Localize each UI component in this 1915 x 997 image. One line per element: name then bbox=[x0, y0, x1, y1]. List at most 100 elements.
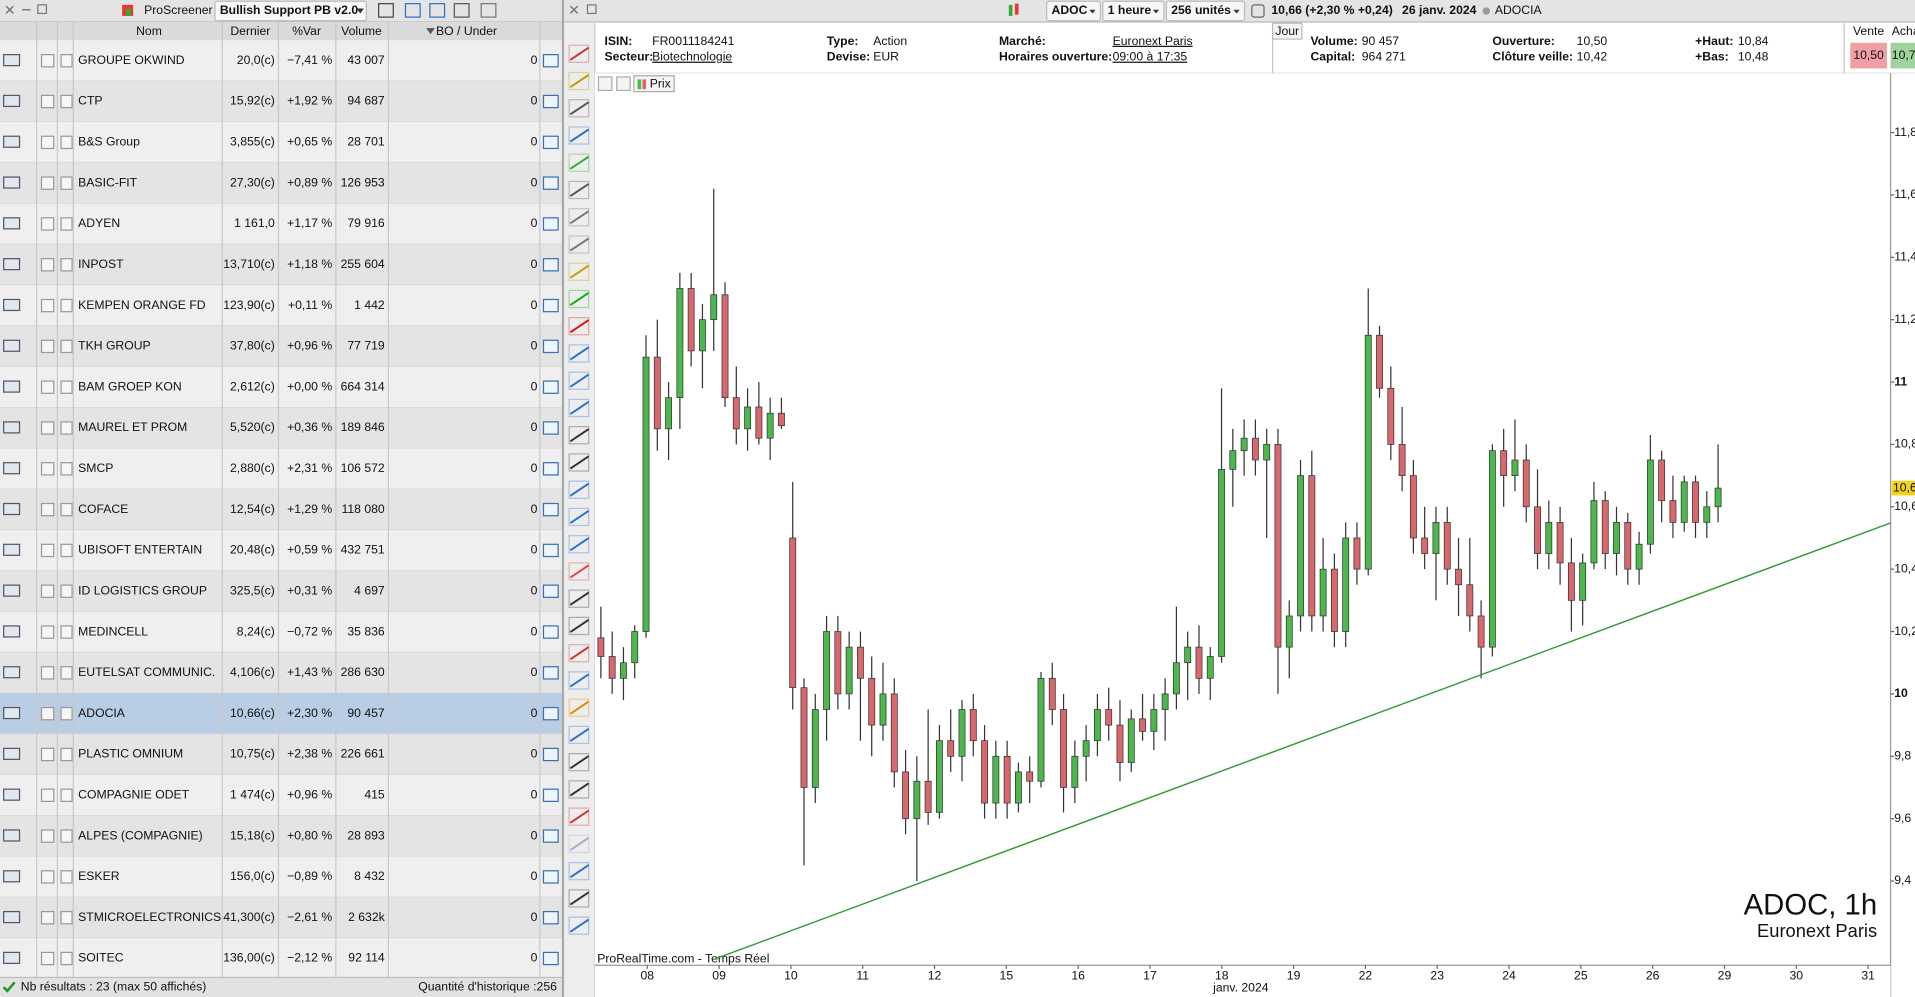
row-add-icon[interactable] bbox=[40, 788, 55, 802]
screener-row[interactable]: UBISOFT ENTERTAIN 20,48(c) +0,59 % 432 751 0 bbox=[0, 530, 562, 572]
row-alert-icon[interactable] bbox=[60, 951, 73, 966]
drawing-tool-frame[interactable] bbox=[568, 889, 590, 908]
row-open-icon[interactable] bbox=[542, 176, 559, 190]
row-add-icon[interactable] bbox=[40, 462, 55, 476]
drawing-tool-frame[interactable] bbox=[568, 99, 590, 118]
row-chart-icon[interactable] bbox=[3, 747, 21, 760]
row-chart-icon[interactable] bbox=[3, 829, 21, 842]
buy-box[interactable] bbox=[1890, 42, 1915, 69]
drawing-tool-frame[interactable] bbox=[568, 780, 590, 799]
drawing-tool-frame[interactable] bbox=[568, 807, 590, 826]
row-open-icon[interactable] bbox=[542, 258, 559, 272]
row-add-icon[interactable] bbox=[40, 625, 55, 639]
row-alert-icon[interactable] bbox=[60, 870, 73, 884]
drawing-tool[interactable] bbox=[569, 591, 590, 606]
row-chart-icon[interactable] bbox=[3, 54, 21, 67]
screener-row[interactable]: ESKER 156,0(c) −0,89 % 8 432 0 bbox=[0, 856, 562, 898]
row-chart-icon[interactable] bbox=[3, 135, 21, 148]
screener-row[interactable]: ADYEN 1 161,0 +1,17 % 79 916 0 bbox=[0, 203, 562, 245]
row-open-icon[interactable] bbox=[542, 951, 559, 966]
row-open-icon[interactable] bbox=[542, 54, 559, 68]
row-chart-icon[interactable] bbox=[3, 258, 21, 271]
screener-row[interactable]: ALPES (COMPAGNIE) 15,18(c) +0,80 % 28 893 0 bbox=[0, 815, 562, 858]
drawing-tool[interactable] bbox=[569, 319, 590, 334]
row-open-icon[interactable] bbox=[542, 829, 559, 843]
screener-row[interactable]: B&S Group 3,855(c) +0,65 % 28 701 0 bbox=[0, 121, 562, 164]
row-chart-icon[interactable] bbox=[3, 421, 21, 434]
row-open-icon[interactable] bbox=[542, 706, 559, 721]
drawing-tool[interactable] bbox=[569, 74, 590, 88]
info-icon[interactable] bbox=[1251, 4, 1265, 18]
row-chart-icon[interactable] bbox=[3, 910, 21, 924]
row-chart-icon[interactable] bbox=[3, 176, 21, 189]
row-open-icon[interactable] bbox=[542, 339, 559, 354]
screener-row[interactable]: MAUREL ET PROM 5,520(c) +0,36 % 189 846 0 bbox=[0, 407, 562, 450]
legend-button[interactable] bbox=[597, 76, 613, 92]
drawing-tool[interactable] bbox=[569, 673, 590, 688]
row-alert-icon[interactable] bbox=[60, 462, 73, 476]
drawing-tool-frame[interactable] bbox=[568, 535, 590, 554]
row-open-icon[interactable] bbox=[542, 502, 559, 517]
drawing-tool[interactable] bbox=[569, 128, 590, 143]
row-add-icon[interactable] bbox=[40, 54, 55, 68]
screener-select[interactable] bbox=[214, 0, 368, 22]
screener-row[interactable]: ADOCIA 10,66(c) +2,30 % 90 457 0 bbox=[0, 693, 562, 735]
row-open-icon[interactable] bbox=[542, 910, 559, 925]
row-alert-icon[interactable] bbox=[60, 94, 73, 109]
row-alert-icon[interactable] bbox=[60, 747, 73, 762]
drawing-tool[interactable] bbox=[569, 782, 590, 797]
row-open-icon[interactable] bbox=[542, 217, 559, 231]
row-chart-icon[interactable] bbox=[3, 951, 21, 965]
period-tab[interactable] bbox=[1271, 22, 1303, 40]
drawing-tool[interactable] bbox=[569, 836, 590, 851]
row-open-icon[interactable] bbox=[542, 870, 559, 884]
info-link[interactable]: Biotechnologie bbox=[652, 50, 732, 64]
drawing-tool[interactable] bbox=[569, 455, 590, 470]
drawing-tool-frame[interactable] bbox=[568, 480, 590, 499]
screener-row[interactable]: BAM GROEP KON 2,612(c) +0,00 % 664 314 0 bbox=[0, 366, 562, 409]
row-add-icon[interactable] bbox=[40, 217, 55, 231]
screener-row[interactable]: COMPAGNIE ODET 1 474(c) +0,96 % 415 0 bbox=[0, 774, 562, 817]
screener-row[interactable]: COFACE 12,54(c) +1,29 % 118 080 0 bbox=[0, 489, 562, 531]
drawing-tool-frame[interactable] bbox=[568, 126, 590, 145]
row-open-icon[interactable] bbox=[542, 462, 559, 476]
drawing-tool[interactable] bbox=[569, 155, 590, 170]
close-button[interactable] bbox=[5, 5, 14, 14]
row-chart-icon[interactable] bbox=[3, 502, 21, 516]
row-add-icon[interactable] bbox=[40, 910, 55, 925]
row-open-icon[interactable] bbox=[542, 584, 559, 598]
row-alert-icon[interactable] bbox=[60, 298, 73, 313]
row-add-icon[interactable] bbox=[40, 135, 55, 150]
row-open-icon[interactable] bbox=[542, 94, 559, 109]
drawing-tool[interactable] bbox=[569, 564, 590, 579]
drawing-tool-frame[interactable] bbox=[568, 453, 590, 472]
row-alert-icon[interactable] bbox=[60, 217, 73, 231]
row-alert-icon[interactable] bbox=[60, 788, 73, 802]
drawing-tool[interactable] bbox=[569, 619, 590, 633]
drawing-tool[interactable] bbox=[569, 264, 590, 279]
row-alert-icon[interactable] bbox=[60, 706, 73, 721]
column-header-label[interactable]: Dernier bbox=[230, 24, 270, 38]
column-header-label[interactable]: Volume bbox=[341, 24, 382, 38]
interval-select[interactable] bbox=[1102, 0, 1165, 22]
drawing-tool[interactable] bbox=[569, 482, 590, 497]
screener-row[interactable]: ID LOGISTICS GROUP 325,5(c) +0,31 % 4 697 0 bbox=[0, 570, 562, 613]
drawing-tool-frame[interactable] bbox=[568, 916, 590, 935]
drawing-tool-frame[interactable] bbox=[568, 71, 590, 91]
row-chart-icon[interactable] bbox=[3, 94, 21, 108]
row-add-icon[interactable] bbox=[40, 339, 55, 354]
info-link[interactable]: 09:00 à 17:35 bbox=[1113, 50, 1188, 64]
row-add-icon[interactable] bbox=[40, 176, 55, 190]
row-add-icon[interactable] bbox=[40, 706, 55, 721]
drawing-tool[interactable] bbox=[569, 700, 590, 715]
row-add-icon[interactable] bbox=[40, 747, 55, 762]
row-chart-icon[interactable] bbox=[3, 298, 21, 312]
ticker-select[interactable] bbox=[1046, 0, 1102, 22]
row-chart-icon[interactable] bbox=[3, 870, 21, 883]
drawing-tool[interactable] bbox=[569, 537, 590, 552]
row-open-icon[interactable] bbox=[542, 666, 559, 680]
drawing-tool-frame[interactable] bbox=[568, 834, 590, 854]
drawing-tool[interactable] bbox=[569, 864, 590, 879]
row-alert-icon[interactable] bbox=[60, 502, 73, 517]
row-alert-icon[interactable] bbox=[60, 380, 73, 394]
